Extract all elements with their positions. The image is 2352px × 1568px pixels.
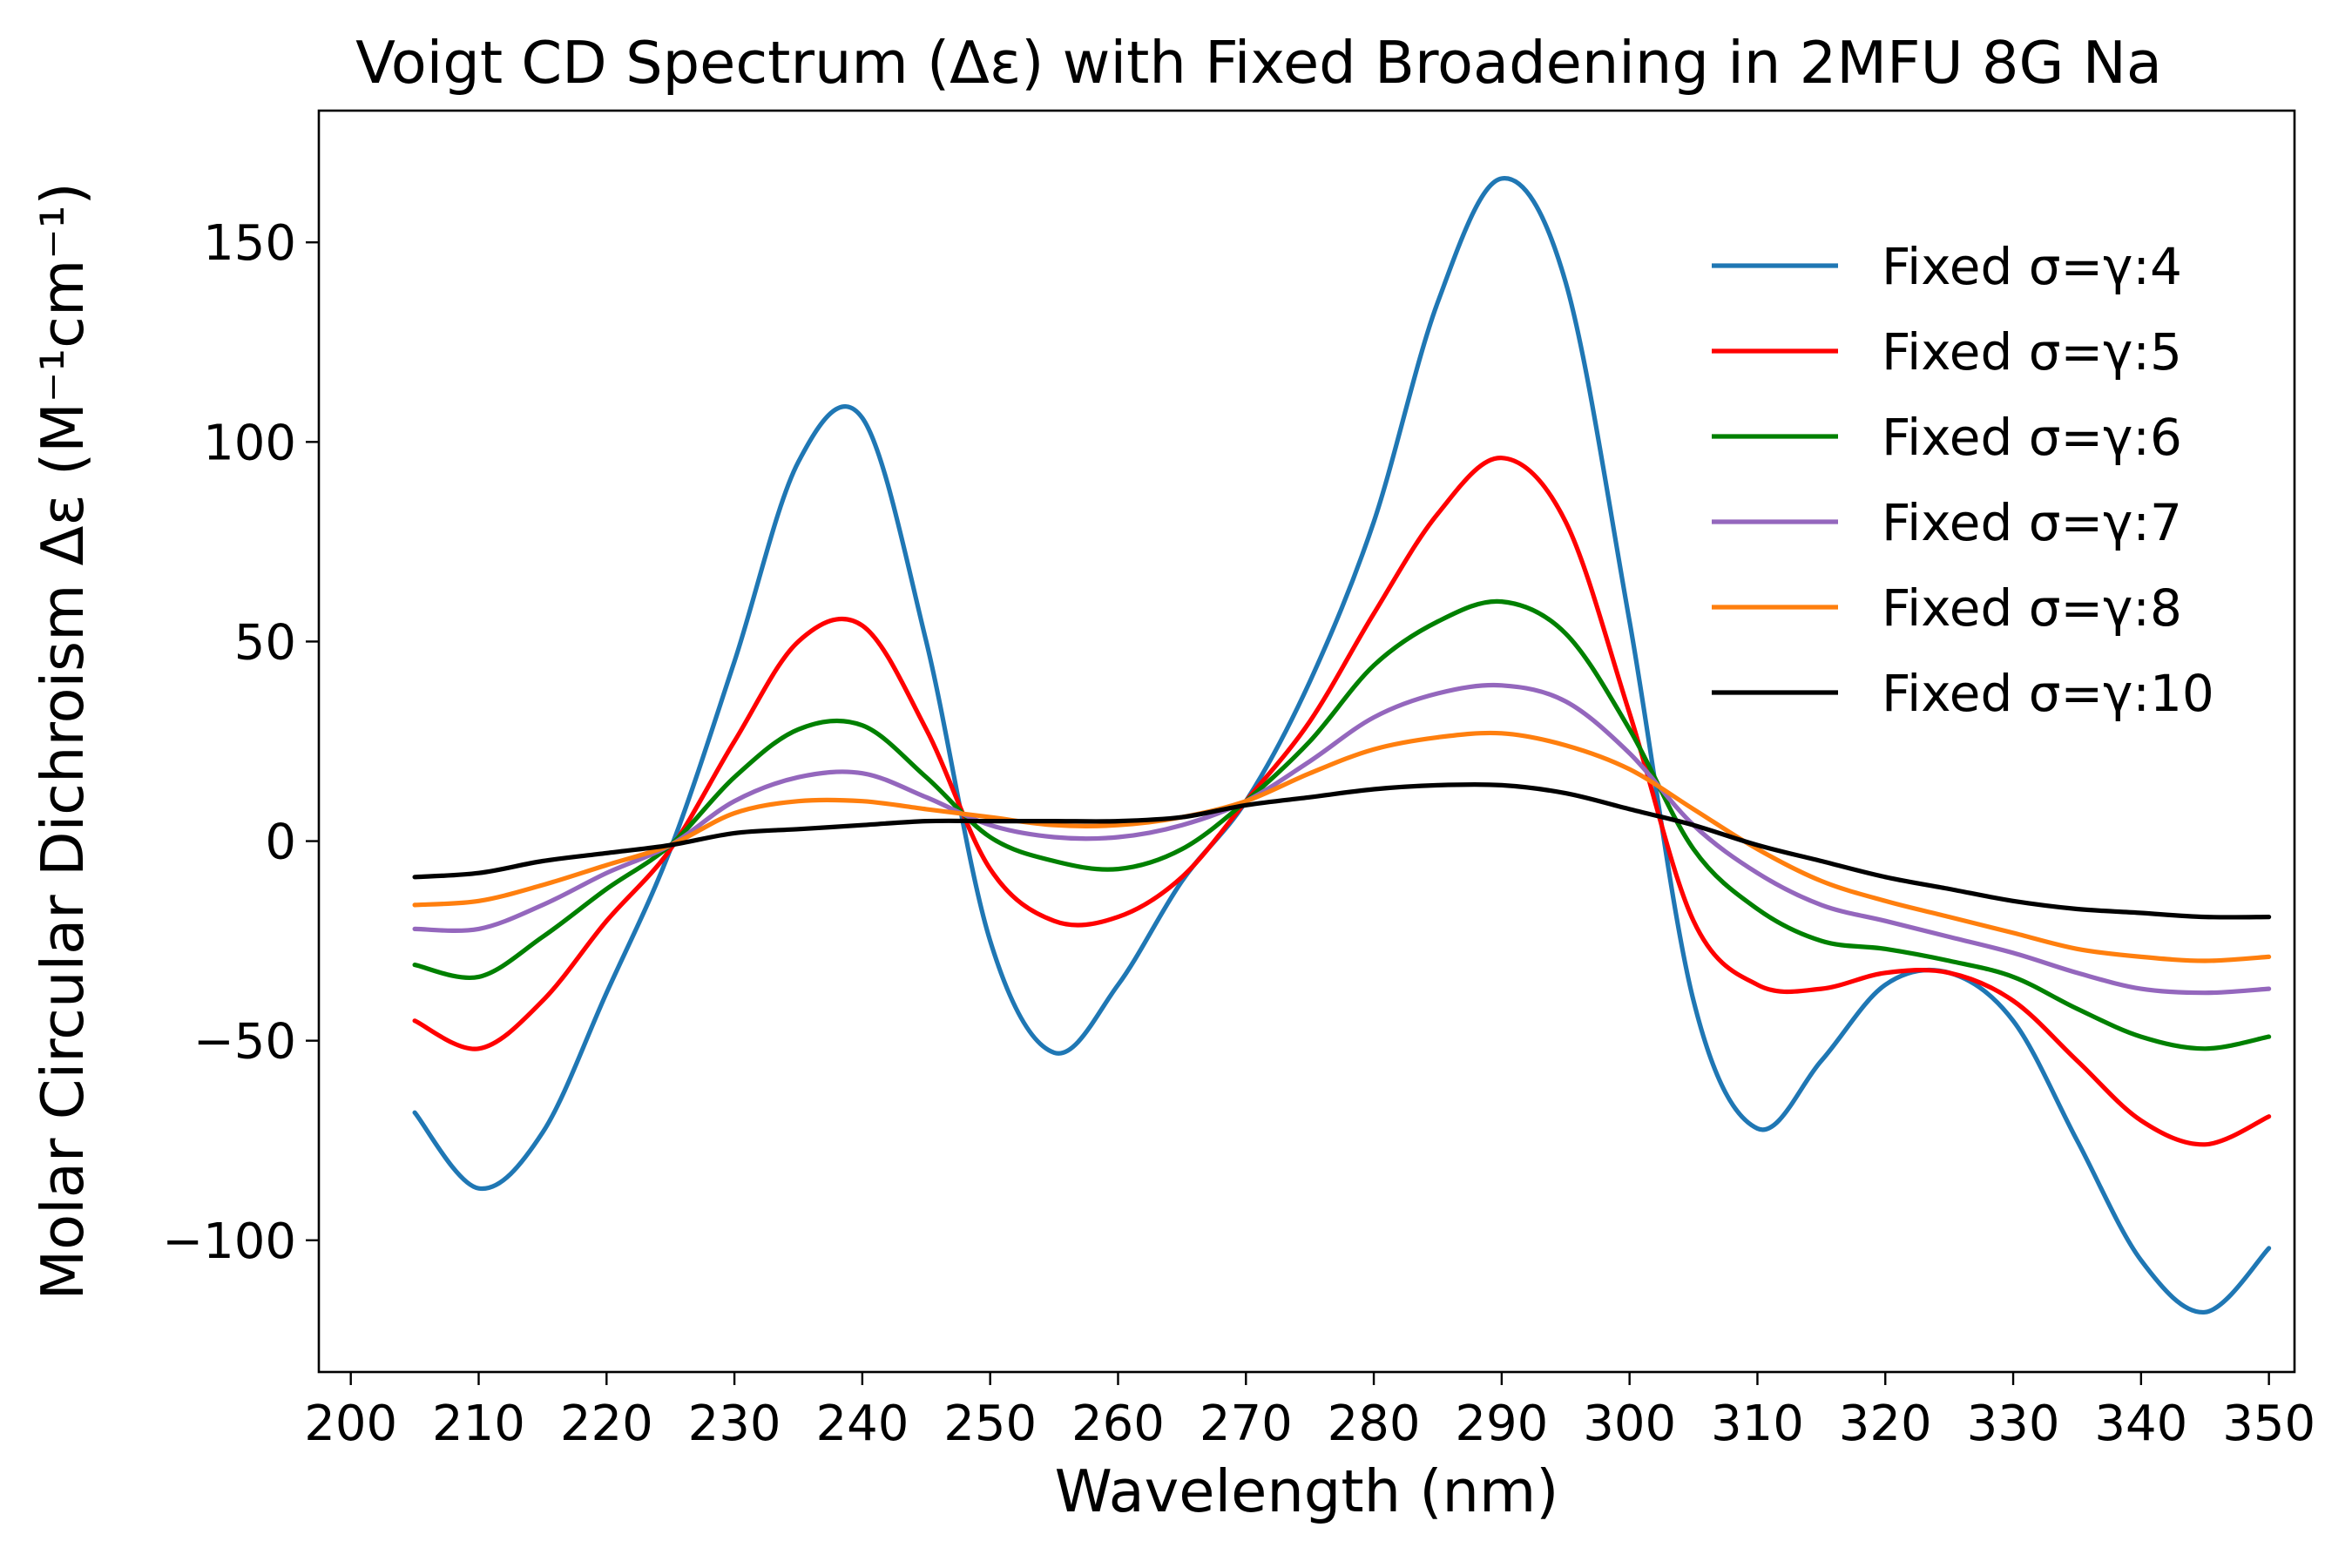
x-tick-label: 270 bbox=[1200, 1396, 1293, 1452]
y-tick-label: −100 bbox=[162, 1213, 296, 1270]
x-tick-label: 300 bbox=[1583, 1396, 1676, 1452]
y-tick-label: 50 bbox=[234, 614, 296, 671]
x-tick-label: 250 bbox=[943, 1396, 1037, 1452]
y-tick-label: 150 bbox=[203, 215, 296, 272]
series-line-6 bbox=[412, 781, 2272, 920]
x-tick-label: 350 bbox=[2222, 1396, 2315, 1452]
series-line-2 bbox=[412, 456, 2272, 1147]
series-line-1 bbox=[412, 176, 2272, 1315]
x-tick-label: 330 bbox=[1967, 1396, 2060, 1452]
y-axis-label: Molar Circular Dichroism Δε (M⁻¹cm⁻¹) bbox=[29, 182, 97, 1300]
legend-label: Fixed σ=γ:10 bbox=[1882, 664, 2214, 723]
x-tick-label: 320 bbox=[1839, 1396, 1932, 1452]
x-tick-label: 210 bbox=[432, 1396, 525, 1452]
y-tick-label: 100 bbox=[203, 415, 296, 471]
x-tick-label: 200 bbox=[304, 1396, 397, 1452]
x-tick-label: 230 bbox=[688, 1396, 781, 1452]
series-lines bbox=[412, 176, 2272, 1315]
legend-label: Fixed σ=γ:7 bbox=[1882, 493, 2182, 552]
series-line-4 bbox=[412, 682, 2272, 996]
legend-label: Fixed σ=γ:5 bbox=[1882, 322, 2182, 382]
chart-title: Voigt CD Spectrum (Δε) with Fixed Broade… bbox=[355, 29, 2162, 97]
x-tick-label: 280 bbox=[1328, 1396, 1421, 1452]
legend-label: Fixed σ=γ:8 bbox=[1882, 578, 2182, 638]
legend-label: Fixed σ=γ:6 bbox=[1882, 408, 2182, 467]
x-tick-label: 340 bbox=[2094, 1396, 2187, 1452]
x-tick-label: 240 bbox=[815, 1396, 909, 1452]
x-axis-label: Wavelength (nm) bbox=[1055, 1457, 1559, 1525]
series-line-5 bbox=[412, 730, 2272, 963]
x-tick-label: 260 bbox=[1071, 1396, 1165, 1452]
x-axis-ticks: 200 210 220 230 240 250 260 270 280 290 300 310 320 3… bbox=[304, 1372, 2315, 1452]
legend: Fixed σ=γ:4 Fixed σ=γ:5 Fixed σ=γ:6 Fixed σ… bbox=[1712, 237, 2214, 723]
x-tick-label: 310 bbox=[1711, 1396, 1804, 1452]
x-tick-label: 220 bbox=[560, 1396, 653, 1452]
plot-frame bbox=[317, 109, 2296, 1374]
y-axis-ticks: 150 100 50 0 −50 −100 bbox=[162, 215, 319, 1270]
x-tick-label: 290 bbox=[1455, 1396, 1548, 1452]
legend-label: Fixed σ=γ:4 bbox=[1882, 237, 2182, 296]
series-line-3 bbox=[412, 598, 2272, 1051]
y-tick-label: −50 bbox=[193, 1014, 296, 1071]
y-tick-label: 0 bbox=[265, 814, 296, 871]
